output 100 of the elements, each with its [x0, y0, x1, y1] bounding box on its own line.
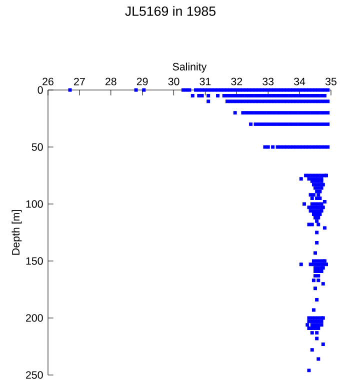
- point: [326, 88, 330, 92]
- point: [313, 145, 317, 149]
- point: [254, 88, 258, 92]
- point: [300, 88, 304, 92]
- point: [254, 122, 258, 126]
- point: [326, 111, 330, 115]
- point: [68, 88, 72, 92]
- point: [266, 88, 270, 92]
- point: [278, 88, 282, 92]
- point: [272, 88, 276, 92]
- point: [285, 145, 289, 149]
- y-tick-label: 100: [26, 200, 43, 208]
- point: [310, 88, 314, 92]
- point: [248, 122, 252, 126]
- point: [134, 88, 138, 92]
- point: [222, 88, 226, 92]
- point: [203, 88, 207, 92]
- point: [241, 88, 245, 92]
- point: [282, 88, 286, 92]
- y-tick-label: 0: [38, 86, 43, 94]
- chart-title: JL5169 in 1985: [124, 6, 216, 16]
- point: [298, 100, 302, 104]
- point: [232, 88, 236, 92]
- point: [310, 145, 314, 149]
- point: [233, 111, 237, 115]
- point: [232, 94, 236, 98]
- y-tick-label: 250: [26, 371, 43, 379]
- point: [326, 145, 330, 149]
- point: [304, 88, 308, 92]
- point: [254, 111, 258, 115]
- point: [288, 145, 292, 149]
- point: [276, 94, 280, 98]
- point: [212, 88, 216, 92]
- x-tick-label: 31: [200, 78, 210, 86]
- point: [294, 145, 298, 149]
- x-tick-label: 32: [230, 78, 242, 86]
- x-tick-label: 28: [105, 78, 116, 86]
- point: [294, 88, 298, 92]
- point: [260, 88, 264, 92]
- point: [285, 88, 289, 92]
- point: [206, 100, 210, 104]
- x-axis-title: Salinity: [172, 62, 206, 73]
- point: [228, 88, 232, 92]
- point: [247, 88, 251, 92]
- point: [298, 122, 302, 126]
- point: [184, 88, 188, 92]
- point: [291, 88, 295, 92]
- point: [298, 88, 302, 92]
- point: [307, 145, 311, 149]
- point: [263, 88, 267, 92]
- point: [238, 88, 242, 92]
- point: [270, 145, 274, 149]
- point: [200, 88, 204, 92]
- point: [307, 122, 311, 126]
- point: [269, 88, 273, 92]
- point: [285, 94, 289, 98]
- point: [263, 100, 267, 104]
- point: [276, 122, 280, 126]
- point: [225, 88, 229, 92]
- point: [234, 88, 238, 92]
- point: [307, 111, 311, 115]
- point: [326, 100, 330, 104]
- point: [322, 88, 326, 92]
- point: [232, 100, 236, 104]
- point: [326, 122, 330, 126]
- point: [320, 145, 324, 149]
- x-tick-label: 29: [136, 78, 148, 86]
- point: [298, 145, 302, 149]
- point: [276, 145, 280, 149]
- point: [322, 145, 326, 149]
- x-tick-label: 30: [168, 78, 180, 86]
- point: [282, 145, 286, 149]
- point: [197, 94, 200, 98]
- point: [320, 88, 324, 92]
- point: [298, 94, 302, 98]
- point: [216, 88, 220, 92]
- point: [276, 88, 280, 92]
- point: [263, 111, 267, 115]
- point: [241, 111, 245, 115]
- point: [322, 94, 326, 98]
- x-tick-label: 33: [262, 78, 274, 86]
- point: [285, 111, 289, 115]
- point: [244, 88, 248, 92]
- point: [298, 111, 302, 115]
- point: [263, 94, 267, 98]
- point: [241, 94, 245, 98]
- point: [216, 94, 220, 98]
- x-tick-label: 26: [42, 78, 54, 86]
- point: [307, 88, 311, 92]
- point: [206, 94, 210, 98]
- point: [285, 100, 289, 104]
- x-tick-label: 34: [294, 78, 305, 86]
- point: [288, 88, 292, 92]
- point: [278, 145, 282, 149]
- point: [181, 88, 185, 92]
- y-tick-label: 200: [26, 314, 43, 322]
- point: [190, 94, 194, 98]
- point: [276, 111, 280, 115]
- point: [200, 94, 204, 98]
- point: [241, 100, 245, 104]
